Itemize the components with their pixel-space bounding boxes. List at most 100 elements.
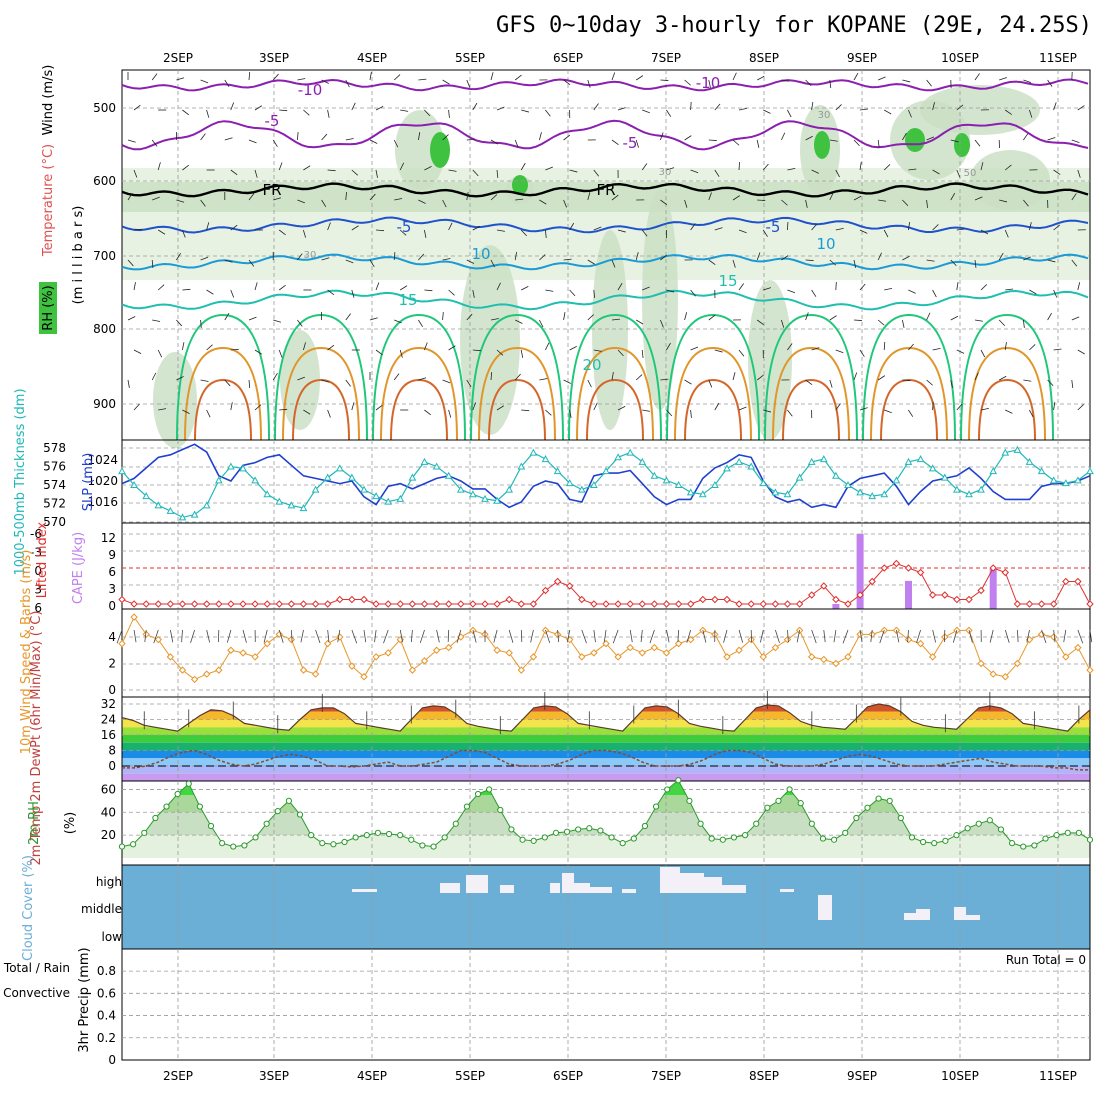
- li-point: [299, 600, 308, 608]
- wind-barb: [248, 139, 257, 144]
- wind-barb: [932, 347, 941, 351]
- thickness-series-line: [121, 449, 1091, 519]
- wind-barb: [611, 139, 619, 146]
- wind-barb-10m: [677, 629, 679, 643]
- wind-barb: [448, 409, 452, 418]
- temp-tick: 32: [101, 697, 116, 711]
- wind-barb: [617, 282, 623, 291]
- wind-barb: [587, 379, 592, 388]
- wind-point: [311, 670, 320, 678]
- li-point: [1001, 568, 1010, 577]
- wind-barb: [327, 109, 330, 118]
- cloud-axis-label: Cloud Cover (%): [21, 855, 36, 961]
- wind-barb: [200, 379, 209, 382]
- wind-point: [844, 653, 852, 661]
- wind-barb: [1047, 79, 1053, 87]
- cloud-cell: [818, 895, 832, 920]
- wind-barb: [877, 319, 885, 326]
- wind-barb: [545, 409, 552, 416]
- wind-barb: [176, 319, 183, 327]
- wind-barb-10m: [545, 629, 551, 644]
- wind-barb-10m: [226, 629, 232, 643]
- thickness-point: [783, 490, 792, 498]
- wind-barb: [1029, 409, 1034, 418]
- wind-point: [227, 646, 235, 654]
- wind-barb: [1077, 349, 1085, 355]
- li-point: [396, 600, 405, 608]
- wind-barb: [303, 342, 306, 351]
- cloud-level-label: low: [102, 930, 123, 944]
- rh-tick: 60: [101, 782, 116, 796]
- wind-barb: [641, 163, 648, 171]
- isotherm-diurnal: [184, 346, 262, 441]
- li-point: [662, 600, 671, 608]
- wind-barb-10m: [723, 629, 728, 643]
- wind-barb: [835, 169, 840, 178]
- cloud-level-label: middle: [81, 902, 122, 916]
- thickness-point: [747, 462, 756, 470]
- wind-barb: [781, 199, 788, 206]
- li-point: [578, 595, 586, 604]
- cloud-cell: [904, 913, 916, 920]
- wind-barb: [1029, 344, 1036, 351]
- contour-label: -5: [623, 134, 638, 152]
- wind-point: [1062, 653, 1070, 661]
- wind-barb: [666, 289, 675, 293]
- wind-barb: [1053, 402, 1056, 411]
- rh-point: [819, 835, 827, 842]
- wind-barb: [611, 318, 620, 321]
- wind-barb: [424, 166, 432, 171]
- cape-bar: [989, 568, 997, 609]
- wind-barb: [345, 379, 351, 387]
- wind-point: [493, 646, 501, 654]
- li-point: [941, 591, 949, 599]
- thickness-point: [650, 471, 659, 479]
- wind-barb: [394, 198, 403, 201]
- isotherm-diurnal: [764, 313, 858, 441]
- wind-barb: [1023, 199, 1029, 207]
- wind-barb: [781, 132, 786, 141]
- wind-point: [650, 643, 659, 652]
- rh-series-line: [121, 779, 1091, 848]
- wind-point: [239, 649, 247, 657]
- rh-band-fill: [122, 835, 1090, 858]
- wind-point: [783, 635, 792, 644]
- li-point: [868, 577, 876, 586]
- rh-point: [1053, 832, 1060, 839]
- wind-barb: [708, 314, 716, 321]
- li-point: [1086, 600, 1094, 608]
- thickness-point: [904, 457, 913, 465]
- rh-point: [964, 825, 971, 832]
- wind-barb: [902, 319, 905, 328]
- wind-barb: [1005, 288, 1014, 291]
- rh-point: [385, 830, 393, 838]
- wind-barb: [829, 379, 833, 388]
- wind-barb: [635, 319, 644, 325]
- wind-barb: [369, 72, 372, 81]
- wind-barb: [297, 376, 306, 381]
- contour-label: 15: [718, 272, 737, 290]
- thickness-point: [360, 485, 368, 493]
- rh-point: [920, 838, 927, 846]
- wind-barb: [859, 407, 868, 411]
- wind-barb: [902, 132, 907, 141]
- wind-barb: [635, 75, 644, 81]
- cloud-cell: [660, 867, 680, 893]
- wind-barb: [545, 342, 550, 351]
- rh-point: [1086, 836, 1094, 843]
- wind-barb: [829, 79, 832, 88]
- li-point: [481, 600, 489, 608]
- wind-barb: [400, 109, 409, 112]
- wind-barb: [514, 139, 519, 148]
- rh-point: [686, 797, 693, 804]
- li-point: [711, 595, 719, 604]
- thickness-point: [1037, 467, 1046, 475]
- wind-barb-10m: [989, 629, 994, 643]
- li-point: [360, 595, 368, 604]
- wind-barb: [1004, 342, 1007, 351]
- wind-barb: [206, 344, 213, 351]
- wind-point: [142, 630, 150, 639]
- li-point: [239, 600, 247, 608]
- wind-barb: [811, 223, 818, 231]
